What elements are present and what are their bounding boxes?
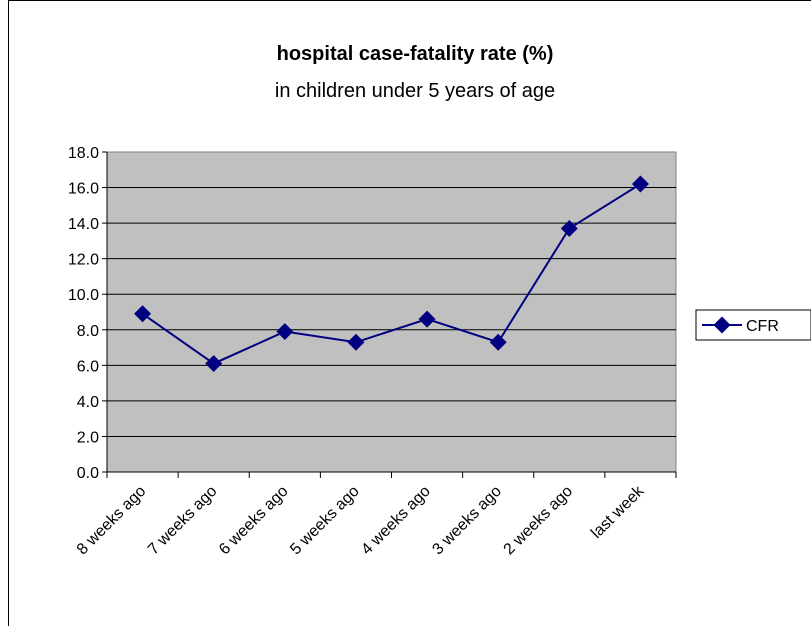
x-tick-label: 4 weeks ago bbox=[358, 483, 434, 559]
y-tick-label: 12.0 bbox=[68, 252, 99, 269]
series-line bbox=[141, 183, 641, 365]
y-tick-label: 2.0 bbox=[77, 429, 99, 446]
legend-marker bbox=[713, 316, 731, 334]
data-point bbox=[631, 175, 649, 193]
y-tick-label: 6.0 bbox=[77, 358, 99, 375]
x-tick-label: last week bbox=[588, 482, 648, 542]
y-tick-label: 10.0 bbox=[68, 287, 99, 304]
x-tick-label: 8 weeks ago bbox=[74, 483, 150, 559]
y-tick-label: 18.0 bbox=[68, 145, 99, 162]
chart-subtitle: in children under 5 years of age bbox=[275, 80, 555, 102]
data-point bbox=[134, 305, 152, 323]
gridlines bbox=[107, 187, 676, 437]
x-tick-label: 3 weeks ago bbox=[429, 483, 505, 559]
data-point bbox=[347, 333, 365, 351]
y-tick-label: 8.0 bbox=[77, 323, 99, 340]
data-point bbox=[489, 333, 507, 351]
x-tick-label: 2 weeks ago bbox=[501, 483, 577, 559]
x-tick-label: 7 weeks ago bbox=[145, 483, 221, 559]
y-tick-label: 14.0 bbox=[68, 216, 99, 233]
plot-area bbox=[106, 151, 677, 473]
x-tick-label: 6 weeks ago bbox=[216, 483, 292, 559]
y-tick-label: 16.0 bbox=[68, 181, 99, 198]
y-tick-label: 4.0 bbox=[77, 394, 99, 411]
series-cfr bbox=[134, 175, 649, 373]
legend-label: CFR bbox=[746, 318, 779, 335]
y-tick-label: 0.0 bbox=[77, 465, 99, 482]
data-point bbox=[418, 310, 436, 328]
data-point bbox=[276, 323, 294, 341]
chart-title: hospital case-fatality rate (%) bbox=[277, 43, 554, 65]
data-point bbox=[205, 355, 223, 373]
legend: CFR bbox=[695, 309, 811, 341]
x-tick-label: 5 weeks ago bbox=[287, 483, 363, 559]
data-point bbox=[560, 219, 578, 237]
